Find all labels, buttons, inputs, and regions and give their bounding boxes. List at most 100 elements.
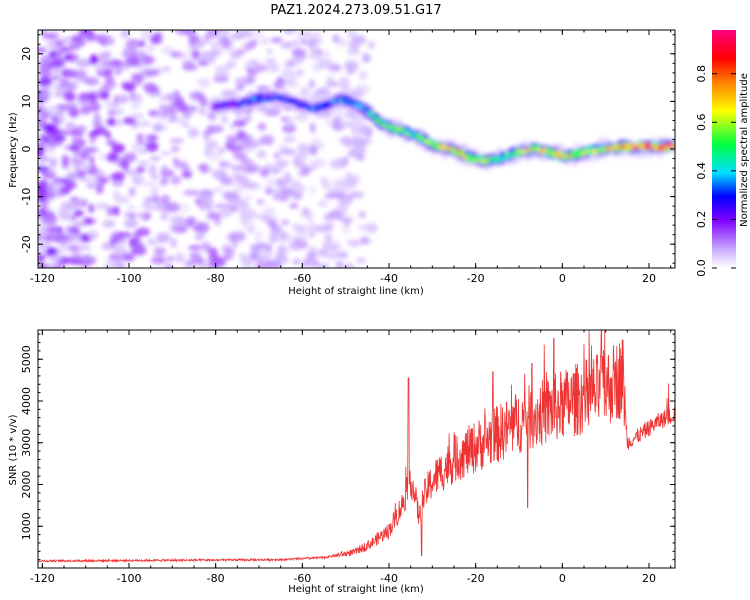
noise-blob xyxy=(55,110,65,118)
ridge-core xyxy=(487,157,492,161)
noise-blob xyxy=(280,257,290,264)
noise-blob xyxy=(300,164,312,175)
noise-blob xyxy=(157,111,164,122)
noise-blob xyxy=(93,112,101,124)
noise-blob xyxy=(303,256,319,267)
ridge-core xyxy=(650,145,655,150)
ridge-core xyxy=(459,154,464,158)
noise-blob xyxy=(124,218,138,229)
noise-blob xyxy=(163,65,171,73)
x-tick-label: -60 xyxy=(293,572,311,585)
noise-blob xyxy=(335,203,349,215)
colorbar-tick-label: 0.6 xyxy=(695,114,708,131)
noise-blob xyxy=(39,55,53,65)
noise-blob xyxy=(264,187,273,195)
noise-blob xyxy=(123,83,136,92)
noise-blob xyxy=(198,194,214,206)
noise-blob xyxy=(55,246,69,254)
ridge-core xyxy=(338,99,343,103)
top-x-axis: -120 -100 -80 -60 -40 -20 0 20 xyxy=(30,30,672,285)
ridge-core xyxy=(418,137,423,142)
noise-blob xyxy=(258,255,271,264)
noise-blob xyxy=(38,67,52,78)
noise-blob xyxy=(278,143,288,150)
noise-blob xyxy=(186,216,197,227)
noise-blob xyxy=(80,254,93,263)
ridge-core xyxy=(511,152,516,156)
noise-blob xyxy=(134,211,147,219)
ridge-core xyxy=(484,158,489,163)
noise-blob xyxy=(259,37,271,45)
noise-blob xyxy=(112,206,120,216)
ridge-core xyxy=(241,100,246,104)
noise-blob xyxy=(41,213,58,225)
noise-blob xyxy=(136,121,152,127)
noise-blob xyxy=(308,246,316,253)
noise-blob xyxy=(280,78,293,84)
noise-blob xyxy=(225,140,235,151)
noise-blob xyxy=(357,137,372,145)
noise-blob xyxy=(55,49,64,58)
colorbar-ticks: 0.0 0.2 0.4 0.6 0.8 xyxy=(695,65,736,277)
ridge-core xyxy=(387,126,391,130)
noise-blob xyxy=(322,240,331,249)
noise-blob xyxy=(152,123,163,133)
noise-blob xyxy=(306,251,316,259)
noise-blob xyxy=(240,214,250,223)
ridge-core xyxy=(570,153,575,157)
noise-blob xyxy=(54,233,71,242)
noise-blob xyxy=(367,40,376,50)
ridge-core xyxy=(289,99,294,104)
ridge-core xyxy=(574,154,579,159)
noise-blob xyxy=(41,123,57,132)
noise-blob xyxy=(146,195,162,204)
noise-blob xyxy=(124,43,139,50)
ridge-core xyxy=(335,98,339,103)
noise-blob xyxy=(39,92,47,99)
noise-blob xyxy=(307,215,314,224)
noise-blob xyxy=(145,141,159,152)
noise-blob xyxy=(48,50,57,59)
noise-blob xyxy=(343,62,355,70)
noise-blob xyxy=(226,232,238,243)
ridge-core xyxy=(390,124,395,129)
noise-blob xyxy=(306,224,320,234)
noise-blob xyxy=(261,248,274,258)
noise-blob xyxy=(169,237,177,249)
noise-blob xyxy=(187,127,200,138)
top-y-axis: -20 -10 0 10 20 xyxy=(20,34,675,264)
noise-blob xyxy=(105,257,119,266)
ridge-core xyxy=(244,99,249,103)
noise-blob xyxy=(283,176,291,185)
noise-blob xyxy=(91,121,103,127)
ridge-core xyxy=(213,102,218,107)
bottom-y-axis: 1000 2000 3000 4000 5000 xyxy=(20,333,675,569)
noise-blob xyxy=(259,167,270,178)
noise-blob xyxy=(53,43,67,52)
noise-blob xyxy=(283,233,298,244)
noise-blob xyxy=(206,124,215,136)
noise-blob xyxy=(136,132,144,144)
noise-blob xyxy=(136,166,146,173)
noise-blob xyxy=(219,160,232,169)
noise-blob xyxy=(101,219,116,229)
ridge-core xyxy=(276,94,281,99)
noise-blob xyxy=(309,146,318,156)
noise-blob xyxy=(38,139,46,150)
top-y-axis-label: Frequency (Hz) xyxy=(8,112,19,188)
noise-blob xyxy=(79,164,90,171)
noise-blob xyxy=(338,216,354,223)
colorbar-tick-label: 0.0 xyxy=(695,259,708,277)
x-tick-label: -80 xyxy=(207,572,225,585)
snr-frame xyxy=(37,329,676,569)
noise-blob xyxy=(292,185,307,192)
noise-blob xyxy=(117,231,133,238)
ridge-core xyxy=(504,156,509,160)
noise-blob xyxy=(59,79,70,86)
noise-blob xyxy=(296,31,312,38)
noise-blob xyxy=(364,129,373,138)
noise-blob xyxy=(50,115,58,121)
noise-blob xyxy=(38,229,50,238)
noise-blob xyxy=(130,113,145,120)
ridge-core xyxy=(539,149,544,154)
